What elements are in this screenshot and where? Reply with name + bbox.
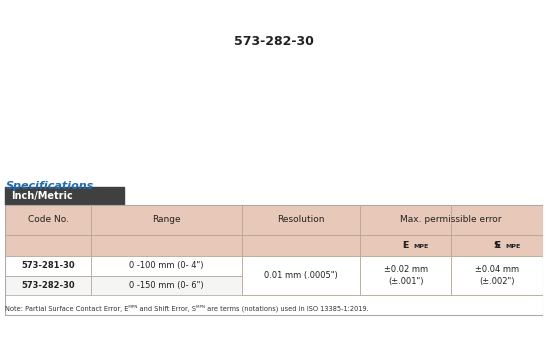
Bar: [242, 256, 360, 295]
Bar: [451, 256, 543, 295]
Text: 573-282-30: 573-282-30: [21, 281, 75, 290]
Bar: [451, 205, 543, 235]
Text: MPE: MPE: [414, 244, 429, 249]
Text: Inch/Metric: Inch/Metric: [11, 191, 72, 201]
Text: E: E: [403, 241, 409, 250]
Bar: [242, 235, 360, 256]
Bar: [360, 235, 451, 256]
Bar: [92, 235, 242, 256]
Text: ±0.02 mm
(±.001"): ±0.02 mm (±.001"): [384, 266, 427, 285]
Bar: [5, 205, 92, 235]
Bar: [451, 256, 543, 276]
Text: E: E: [403, 241, 409, 250]
Bar: [5, 256, 92, 276]
Bar: [5, 205, 543, 315]
Text: Range: Range: [152, 216, 181, 224]
Text: S: S: [494, 241, 500, 250]
Text: E: E: [494, 241, 500, 250]
Text: Specifications: Specifications: [5, 181, 94, 191]
Bar: [360, 276, 451, 295]
Text: 0 -100 mm (0- 4"): 0 -100 mm (0- 4"): [129, 261, 204, 270]
Bar: [5, 276, 92, 295]
Text: MPE: MPE: [505, 244, 520, 249]
FancyBboxPatch shape: [5, 187, 124, 205]
Bar: [360, 256, 451, 295]
Bar: [242, 256, 360, 276]
Text: 0.01 mm (.0005"): 0.01 mm (.0005"): [264, 271, 338, 280]
Bar: [451, 276, 543, 295]
Bar: [360, 256, 451, 276]
Text: ±0.04 mm
(±.002"): ±0.04 mm (±.002"): [475, 266, 519, 285]
Bar: [451, 235, 543, 256]
Bar: [5, 235, 92, 256]
Text: 0 -150 mm (0- 6"): 0 -150 mm (0- 6"): [129, 281, 204, 290]
Text: 573-281-30: 573-281-30: [21, 261, 75, 270]
Bar: [92, 205, 242, 235]
Text: Max. permissible error: Max. permissible error: [401, 216, 502, 224]
Text: Note: Partial Surface Contact Error, Eᴹᴾᴺ and Shift Error, Sᴹᴾᴺ are terms (notat: Note: Partial Surface Contact Error, Eᴹᴾ…: [5, 305, 369, 312]
Bar: [360, 205, 451, 235]
Bar: [92, 256, 242, 276]
Bar: [242, 276, 360, 295]
Bar: [242, 205, 360, 235]
Text: Resolution: Resolution: [277, 216, 324, 224]
Bar: [92, 276, 242, 295]
Text: Code No.: Code No.: [28, 216, 69, 224]
Text: 573-282-30: 573-282-30: [234, 35, 314, 48]
